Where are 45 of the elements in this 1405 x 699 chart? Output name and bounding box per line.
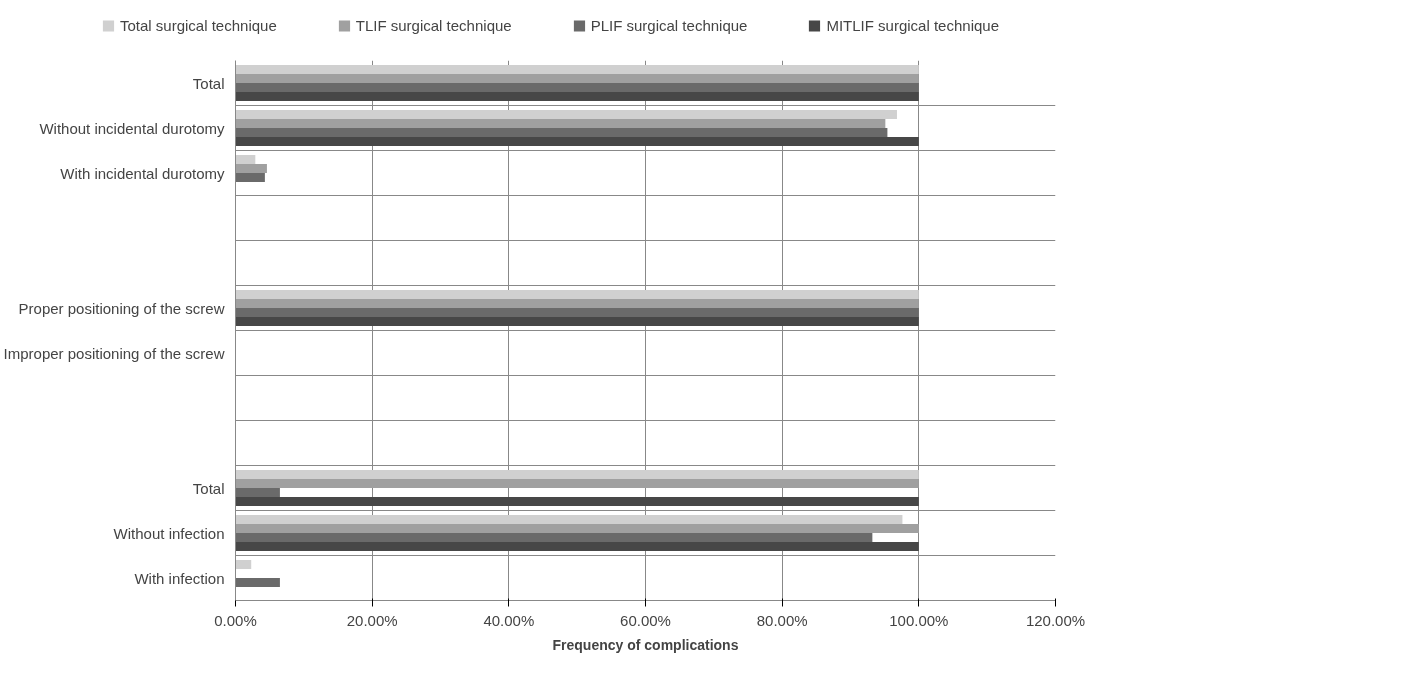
legend-label: TLIF surgical technique: [355, 16, 512, 34]
bar: [235, 515, 903, 524]
bar: [235, 479, 919, 488]
x-tick-label: 100.00%: [889, 611, 949, 629]
y-tick-label: Without infection: [113, 524, 225, 542]
x-tick-label: 40.00%: [483, 611, 535, 629]
x-tick-label: 120.00%: [1025, 611, 1086, 629]
legend-label: Total surgical technique: [119, 16, 277, 34]
y-tick-label: With infection: [134, 569, 225, 587]
bar: [235, 542, 919, 551]
bar: [235, 65, 919, 74]
bar: [235, 92, 919, 101]
bar: [235, 560, 252, 569]
y-tick-label: Total: [192, 479, 225, 497]
x-axis-title: Frequency of complications: [552, 636, 739, 653]
x-tick-label: 60.00%: [620, 611, 671, 629]
y-tick-label: Without incidental durotomy: [39, 119, 225, 137]
bar: [235, 128, 888, 137]
bar: [235, 290, 919, 299]
y-tick-label: Proper positioning of the screw: [18, 299, 225, 317]
y-tick-label: Total: [192, 74, 225, 92]
x-tick-label: 0.00%: [214, 611, 257, 629]
bar: [235, 470, 919, 479]
y-tick-label: Improper positioning of the screw: [3, 344, 225, 362]
bar: [235, 533, 873, 542]
bar: [235, 299, 919, 308]
bar: [235, 137, 919, 146]
x-tick-label: 80.00%: [756, 611, 808, 629]
x-tick-label: 20.00%: [346, 611, 398, 629]
bar: [235, 578, 280, 587]
bar: [235, 83, 919, 92]
legend-label: PLIF surgical technique: [590, 16, 748, 34]
y-tick-label: With incidental durotomy: [60, 164, 225, 182]
bar: [235, 119, 886, 128]
bar: [235, 164, 267, 173]
bar: [235, 308, 919, 317]
bar: [235, 317, 919, 326]
bar: [235, 497, 919, 506]
bar: [235, 173, 265, 182]
bar: [235, 110, 897, 119]
bar: [235, 74, 919, 83]
legend-label: MITLIF surgical technique: [826, 16, 1000, 34]
bar: [235, 524, 919, 533]
bar: [235, 488, 280, 497]
bar: [235, 155, 256, 164]
